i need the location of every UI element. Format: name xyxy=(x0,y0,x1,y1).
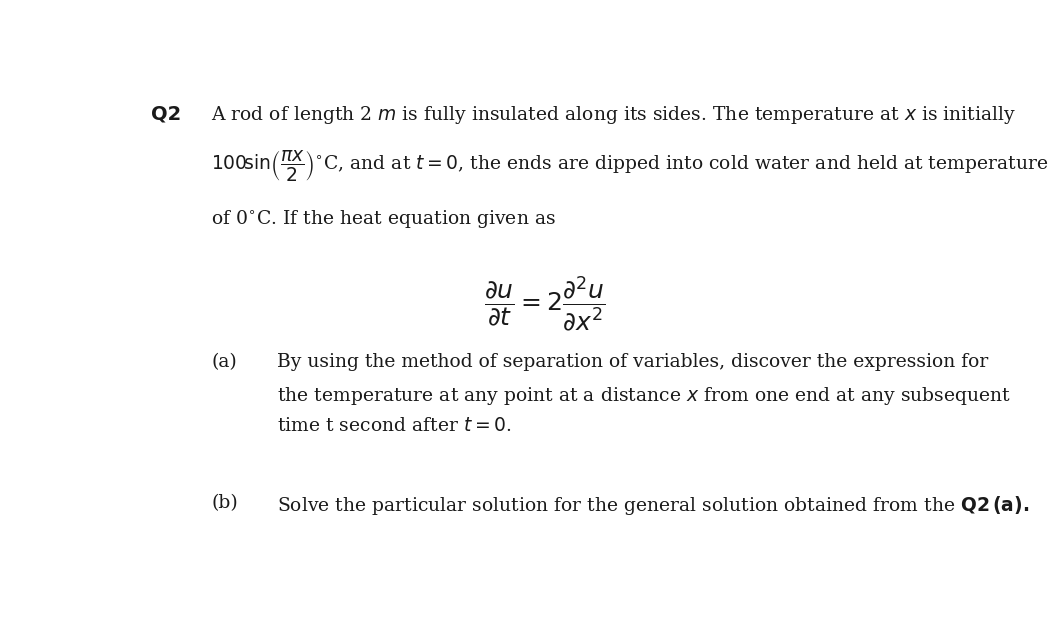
Text: Solve the particular solution for the general solution obtained from the $\mathb: Solve the particular solution for the ge… xyxy=(277,494,1029,517)
Text: $100\!\sin\!\left(\dfrac{\pi x}{2}\right)$${}^{\circ}$C, and at $t=0$, the ends : $100\!\sin\!\left(\dfrac{\pi x}{2}\right… xyxy=(212,149,1048,183)
Text: of 0${}^{\circ}$C. If the heat equation given as: of 0${}^{\circ}$C. If the heat equation … xyxy=(212,208,556,229)
Text: By using the method of separation of variables, discover the expression for: By using the method of separation of var… xyxy=(277,353,989,371)
Text: Q2: Q2 xyxy=(151,104,182,123)
Text: (a): (a) xyxy=(212,353,237,371)
Text: A rod of length 2 $m$ is fully insulated along its sides. The temperature at $x$: A rod of length 2 $m$ is fully insulated… xyxy=(212,104,1016,126)
Text: time t second after $t=0$.: time t second after $t=0$. xyxy=(277,417,511,435)
Text: (b): (b) xyxy=(212,494,238,512)
Text: $\dfrac{\partial u}{\partial t} = 2\dfrac{\partial^2 u}{\partial x^2}$: $\dfrac{\partial u}{\partial t} = 2\dfra… xyxy=(484,274,606,333)
Text: the temperature at any point at a distance $x$ from one end at any subsequent: the temperature at any point at a distan… xyxy=(277,385,1011,408)
